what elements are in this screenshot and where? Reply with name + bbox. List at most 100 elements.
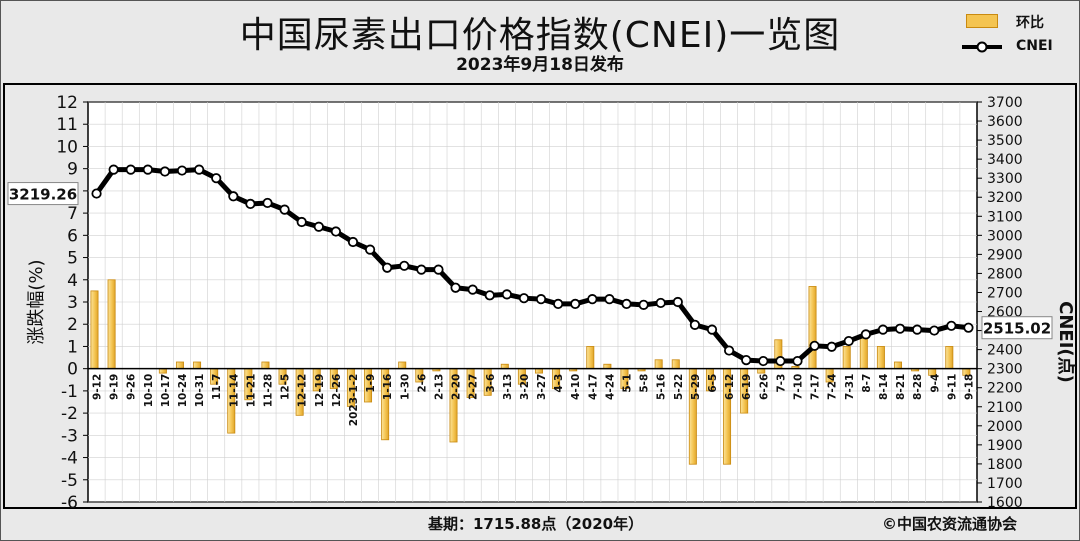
x-tick-label: 2-27 bbox=[468, 374, 480, 400]
cnei-point-4-3 bbox=[553, 298, 564, 310]
left-tick-label: 9 bbox=[67, 160, 78, 180]
x-tick-label: 10-17 bbox=[160, 374, 172, 408]
bar-8-14 bbox=[876, 346, 885, 370]
x-tick-label: 2-13 bbox=[433, 374, 445, 400]
cnei-point-12-19 bbox=[313, 221, 324, 232]
cnei-point-5-29 bbox=[689, 319, 701, 330]
x-tick-label: 2023-1-2 bbox=[348, 374, 360, 427]
x-tick-label: 9-18 bbox=[963, 374, 975, 400]
cnei-point-2-27 bbox=[467, 284, 478, 295]
cnei-point-4-10 bbox=[570, 298, 581, 310]
cnei-point-12-5 bbox=[279, 204, 290, 215]
right-axis-title: CNEI(点) bbox=[1055, 301, 1077, 383]
x-tick-label: 4-24 bbox=[604, 374, 616, 400]
cnei-point-9-4 bbox=[929, 325, 940, 336]
cnei-point-7-24 bbox=[826, 341, 837, 352]
x-tick-label: 12-5 bbox=[280, 374, 292, 400]
annotation-last-value: 2515.02 bbox=[983, 320, 1051, 338]
bar-5-22 bbox=[671, 359, 680, 370]
x-tick-label: 7-31 bbox=[844, 374, 856, 400]
x-tick-label: 3-20 bbox=[519, 374, 531, 400]
x-tick-label: 6-19 bbox=[741, 374, 753, 400]
left-tick-label: 6 bbox=[67, 226, 78, 246]
bar-7-31 bbox=[842, 346, 851, 370]
right-tick-label: 3100 bbox=[987, 209, 1023, 225]
right-tick-label: 3400 bbox=[987, 152, 1023, 168]
x-tick-label: 2-6 bbox=[416, 374, 428, 393]
x-tick-label: 12-26 bbox=[331, 374, 343, 408]
right-tick-label: 3200 bbox=[987, 190, 1023, 206]
right-tick-label: 2300 bbox=[987, 362, 1023, 378]
x-tick-label: 1-30 bbox=[399, 374, 411, 400]
legend-bar-label: 环比 bbox=[1016, 15, 1044, 31]
annotation-last-value-box bbox=[981, 316, 1053, 340]
x-tick-label: 8-14 bbox=[878, 374, 890, 400]
left-tick-label: 12 bbox=[56, 93, 78, 113]
right-tick-label: 3700 bbox=[987, 95, 1023, 111]
cnei-point-6-26 bbox=[758, 355, 769, 367]
footer-copyright: ©中国农资流通协会 bbox=[882, 515, 1018, 533]
legend-line-swatch bbox=[962, 41, 1002, 53]
x-tick-label: 5-22 bbox=[673, 374, 685, 400]
cnei-point-11-21 bbox=[245, 198, 256, 210]
left-tick-label: 7 bbox=[67, 204, 78, 224]
left-tick-label: -5 bbox=[61, 471, 78, 491]
cnei-point-2-13 bbox=[433, 264, 444, 275]
cnei-point-9-18 bbox=[963, 322, 974, 333]
x-tick-label: 12-12 bbox=[297, 374, 309, 408]
cnei-point-8-21 bbox=[894, 323, 906, 334]
x-tick-label: 11-28 bbox=[263, 374, 275, 408]
x-tick-label: 11-21 bbox=[245, 374, 257, 408]
bar-9-12 bbox=[90, 290, 99, 370]
left-tick-label: -6 bbox=[61, 493, 78, 513]
cnei-line bbox=[94, 167, 969, 364]
cnei-point-8-7 bbox=[860, 329, 871, 340]
chart-title: 中国尿素出口价格指数(CNEI)一览图 bbox=[239, 15, 841, 56]
cnei-point-1-16 bbox=[382, 262, 393, 273]
cnei-point-10-24 bbox=[176, 165, 188, 176]
right-tick-label: 1900 bbox=[987, 438, 1023, 454]
cnei-point-11-28 bbox=[262, 197, 273, 209]
x-tick-label: 9-26 bbox=[126, 374, 138, 400]
x-tick-label: 4-3 bbox=[553, 374, 565, 393]
left-tick-label: 1 bbox=[67, 337, 78, 357]
cnei-point-6-12 bbox=[724, 345, 735, 356]
right-tick-label: 3500 bbox=[987, 133, 1023, 149]
left-tick-label: -2 bbox=[61, 404, 78, 424]
cnei-point-5-8 bbox=[638, 299, 649, 310]
x-tick-label: 9-11 bbox=[946, 374, 958, 400]
cnei-point-4-24 bbox=[604, 294, 615, 305]
x-tick-label: 6-26 bbox=[758, 374, 770, 400]
x-tick-label: 1-16 bbox=[382, 374, 394, 400]
x-tick-label: 6-12 bbox=[724, 374, 736, 400]
footer-base-period: 基期：1715.88点（2020年） bbox=[428, 515, 644, 533]
x-tick-label: 10-10 bbox=[143, 374, 155, 408]
x-tick-label: 3-13 bbox=[502, 374, 514, 400]
bar-8-7 bbox=[859, 334, 868, 370]
cnei-point-6-19 bbox=[741, 354, 752, 366]
right-tick-label: 1600 bbox=[987, 495, 1023, 511]
cnei-point-11-7 bbox=[211, 173, 222, 184]
x-tick-label: 7-3 bbox=[775, 374, 787, 393]
left-tick-label: 5 bbox=[67, 249, 78, 269]
left-tick-label: -3 bbox=[61, 426, 78, 446]
left-tick-label: 11 bbox=[56, 115, 78, 135]
cnei-point-5-22 bbox=[672, 296, 683, 308]
x-tick-label: 8-7 bbox=[861, 374, 873, 393]
cnei-point-7-17 bbox=[809, 340, 820, 351]
cnei-point-11-14 bbox=[228, 191, 239, 202]
bar-10-24 bbox=[175, 361, 184, 370]
right-tick-label: 3600 bbox=[987, 114, 1023, 130]
x-tick-label: 11-14 bbox=[228, 374, 240, 408]
cnei-point-3-13 bbox=[501, 289, 512, 300]
x-tick-label: 5-29 bbox=[690, 374, 702, 400]
bar-7-17 bbox=[808, 286, 817, 370]
cnei-point-2-6 bbox=[416, 264, 427, 275]
x-tick-label: 5-1 bbox=[622, 374, 634, 393]
cnei-point-9-11 bbox=[946, 320, 957, 331]
bar-9-19 bbox=[107, 279, 116, 370]
x-tick-label: 7-10 bbox=[792, 374, 804, 400]
chart-subtitle: 2023年9月18日发布 bbox=[456, 55, 624, 75]
x-tick-label: 10-31 bbox=[194, 374, 206, 408]
annotation-first-value-box bbox=[7, 182, 79, 206]
